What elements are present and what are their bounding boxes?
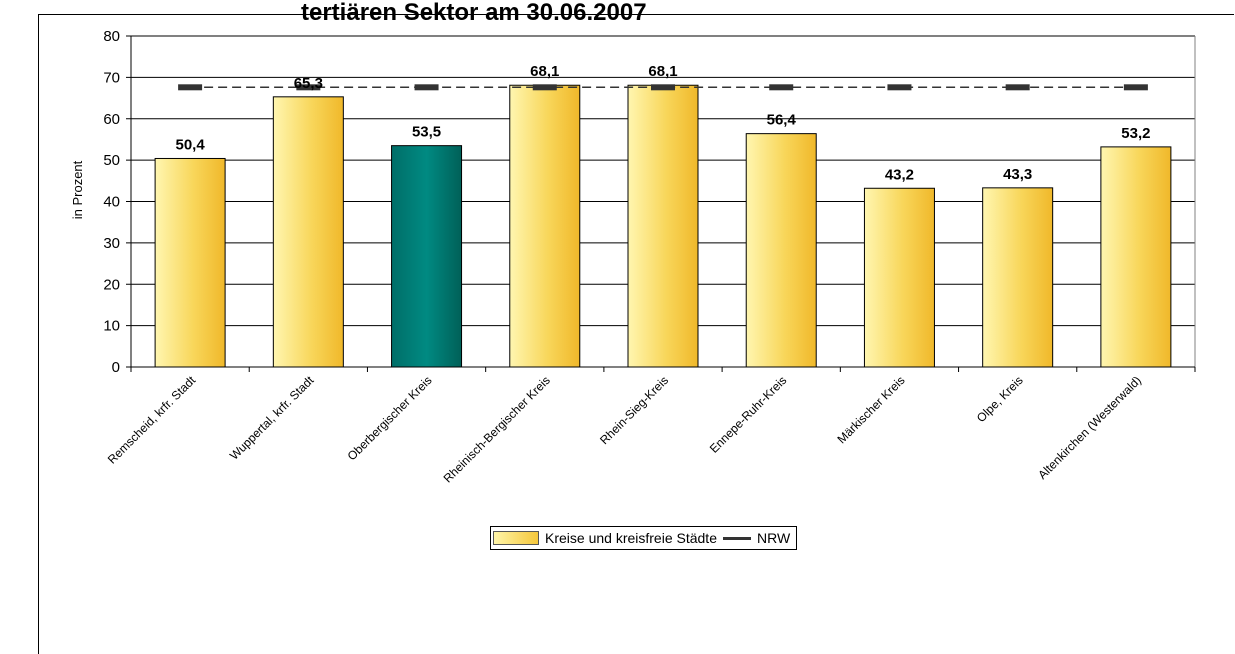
y-tick-label: 10	[103, 318, 120, 335]
nrw-marker	[887, 84, 912, 91]
data-labels: 50,4 65,3 53,5 68,1 68,1 56,4 43,2 43,3 53,2	[176, 63, 1151, 183]
data-label: 56,4	[767, 112, 797, 129]
bar	[154, 157, 226, 368]
y-tick-label: 70	[103, 69, 120, 86]
nrw-marker	[178, 84, 203, 91]
legend-line-label: NRW	[756, 530, 791, 546]
nrw-marker	[1005, 84, 1030, 91]
data-label: 43,2	[885, 166, 914, 183]
nrw-marker	[414, 84, 439, 91]
category-label: Olpe, Kreis	[974, 373, 1026, 425]
data-label: 65,3	[294, 75, 323, 92]
data-label: 53,5	[412, 124, 441, 141]
nrw-marker	[651, 84, 675, 91]
bar	[627, 84, 699, 368]
bar	[745, 133, 817, 368]
nrw-marker	[296, 84, 321, 91]
category-label: Remscheid, krfr. Stadt	[105, 373, 199, 467]
chart-title: tertiären Sektor am 30.06.2007	[301, 0, 647, 26]
category-label: Wuppertal, krfr. Stadt	[227, 373, 317, 463]
bar	[272, 96, 344, 368]
bar	[982, 187, 1054, 368]
legend: Kreise und kreisfreie Städte NRW	[490, 526, 798, 550]
nrw-marker	[769, 84, 794, 91]
legend-bar-swatch	[493, 531, 539, 545]
y-tick-label: 20	[103, 276, 120, 293]
data-label: 68,1	[530, 63, 559, 80]
category-label: Märkischer Kreis	[834, 373, 907, 446]
category-label: Rhein-Sieg-Kreis	[597, 373, 671, 447]
y-tick-label: 60	[103, 111, 120, 128]
chart-frame: tertiären Sektor am 30.06.2007	[38, 0, 1234, 654]
category-label: Oberbergischer Kreis	[345, 373, 435, 463]
bar	[863, 187, 935, 368]
y-axis-label: in Prozent	[70, 160, 85, 219]
y-tick-label: 30	[103, 235, 120, 252]
y-tick-label: 80	[103, 28, 120, 45]
data-label: 43,3	[1003, 166, 1032, 183]
bar	[509, 84, 581, 368]
bar	[391, 145, 463, 368]
data-label: 53,2	[1121, 125, 1150, 142]
nrw-marker	[1123, 84, 1148, 91]
nrw-marker	[532, 84, 557, 91]
data-label: 50,4	[176, 136, 206, 153]
data-label: 68,1	[648, 63, 677, 80]
nrw-line	[178, 84, 1148, 91]
bars	[154, 84, 1172, 368]
category-label: Ennepe-Ruhr-Kreis	[707, 373, 790, 456]
y-tick-label: 0	[112, 359, 120, 376]
bar	[1100, 146, 1172, 368]
y-tick-label: 50	[103, 152, 120, 169]
y-tick-label: 40	[103, 194, 120, 211]
legend-line-swatch	[722, 536, 751, 540]
category-label: Altenkirchen (Westerwald)	[1035, 373, 1144, 482]
category-label: Rheinisch-Bergischer Kreis	[441, 373, 553, 485]
legend-bar-label: Kreise und kreisfreie Städte	[545, 530, 717, 546]
